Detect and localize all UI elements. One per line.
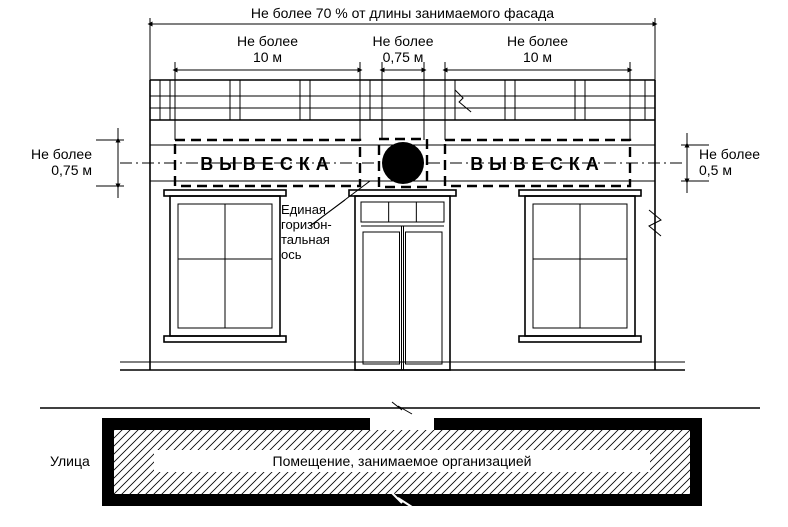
dim-sign-height-left-label2: 0,75 м xyxy=(51,162,92,178)
dim-logo-width-label2: 0,75 м xyxy=(383,49,424,65)
axis-callout-label-3: тальная xyxy=(281,232,330,247)
axis-callout-label-2: горизон- xyxy=(281,217,332,232)
window-left xyxy=(164,190,286,342)
dim-sign-height-right-label2: 0,5 м xyxy=(699,162,732,178)
building-facade xyxy=(120,80,685,370)
axis-callout-label-4: ось xyxy=(281,247,302,262)
sign-box-right-text: ВЫВЕСКА xyxy=(470,154,605,174)
sign-box-left-text: ВЫВЕСКА xyxy=(200,154,335,174)
dim-sign-right-width-label2: 10 м xyxy=(523,49,552,65)
plan-wall-top-right xyxy=(434,418,702,430)
dim-sign-height-left-label1: Не более xyxy=(31,146,92,162)
dim-logo-width-label1: Не более xyxy=(372,33,433,49)
dim-sign-right-width-label1: Не более xyxy=(507,33,568,49)
entrance-door xyxy=(349,190,456,370)
dim-sign-left-width-label2: 10 м xyxy=(253,49,282,65)
signage-group: ВЫВЕСКА ВЫВЕСКА xyxy=(120,139,685,187)
axis-callout-label-1: Единая xyxy=(281,202,326,217)
plan-wall-left xyxy=(102,418,114,506)
dim-sign-left-width-label1: Не более xyxy=(237,33,298,49)
plan-wall-right xyxy=(690,418,702,506)
street-label: Улица xyxy=(50,453,90,469)
window-right xyxy=(519,190,641,342)
axis-callout: Единаягоризон-тальнаяось xyxy=(281,181,370,262)
plan-wall-top-left xyxy=(102,418,370,430)
floor-plan: Помещение, занимаемое организацией Улица xyxy=(40,402,760,507)
logo-circle xyxy=(382,142,424,184)
dim-sign-height-right-label1: Не более xyxy=(699,146,760,162)
plan-interior-label: Помещение, занимаемое организацией xyxy=(273,453,532,469)
dim-total-width-label: Не более 70 % от длины занимаемого фасад… xyxy=(251,5,554,21)
